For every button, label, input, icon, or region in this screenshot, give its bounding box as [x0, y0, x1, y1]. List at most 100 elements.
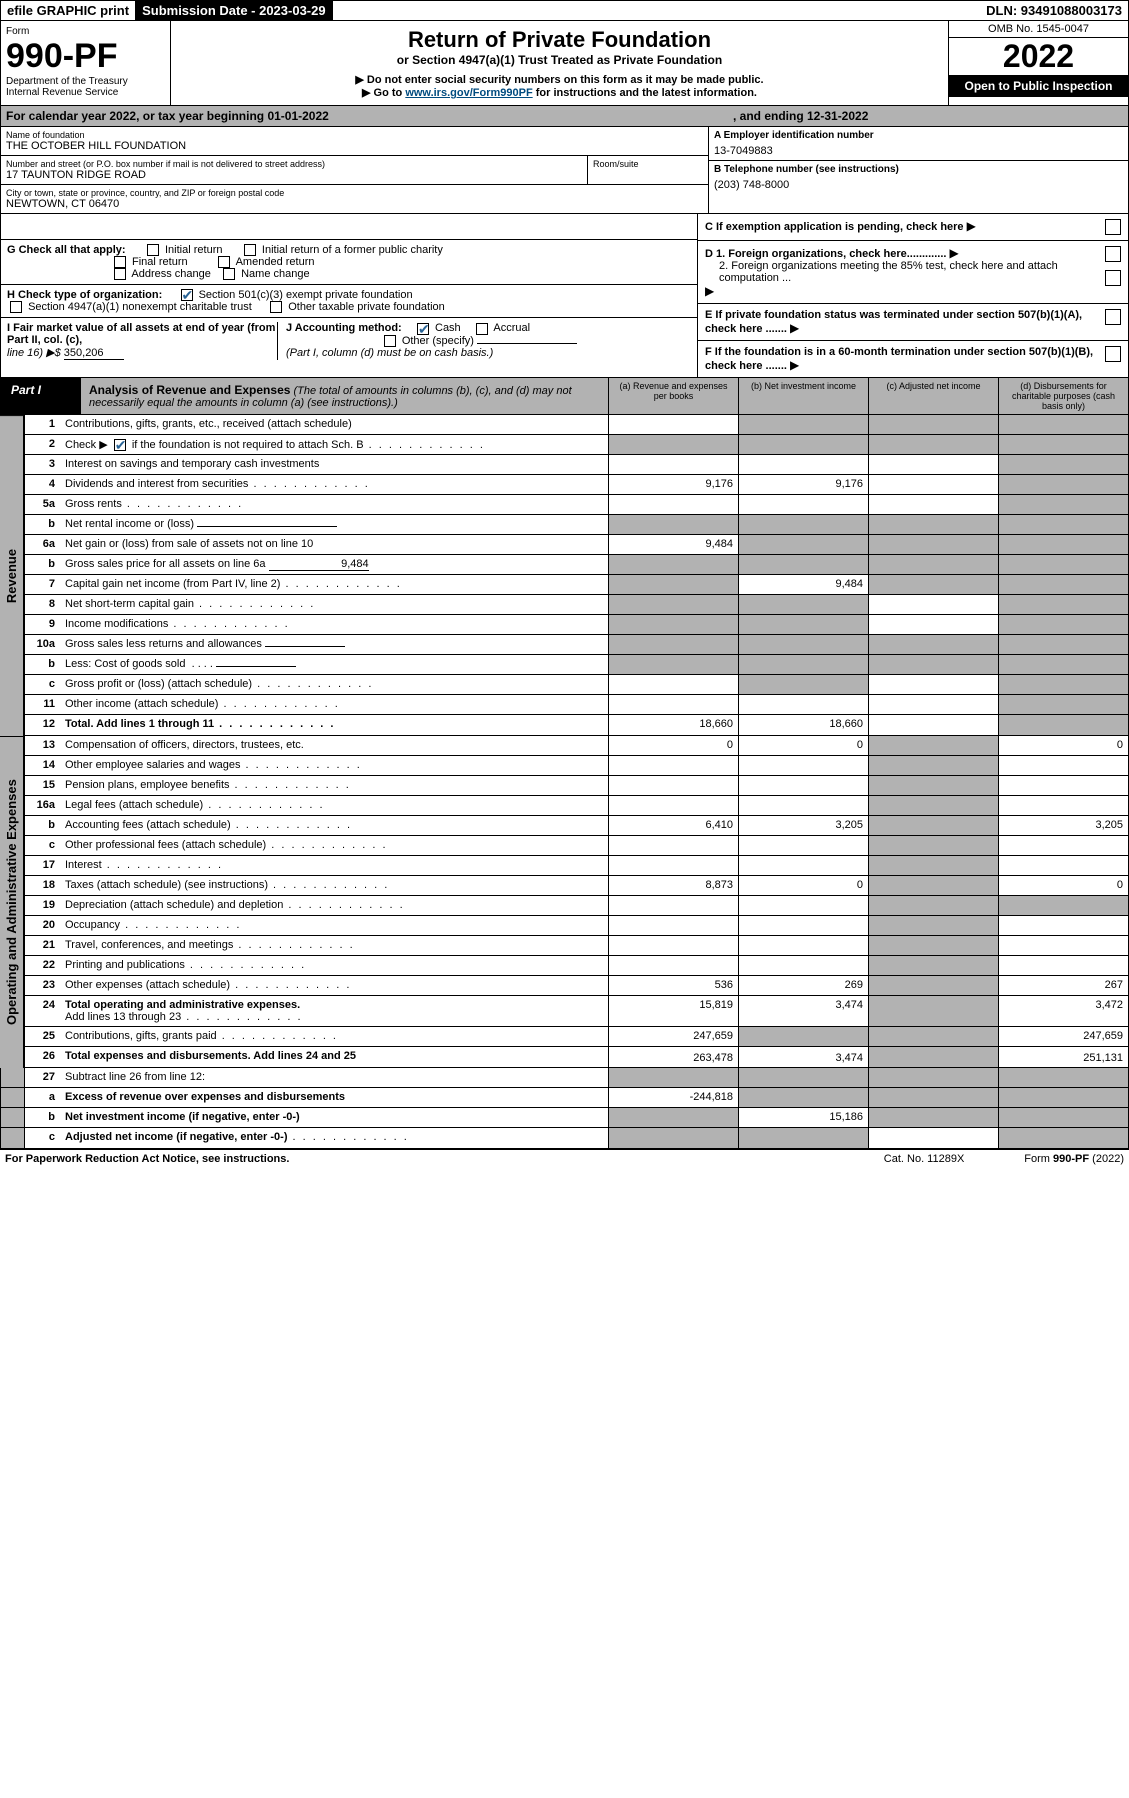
- form-link[interactable]: www.irs.gov/Form990PF: [405, 87, 532, 99]
- city-value: NEWTOWN, CT 06470: [6, 198, 703, 210]
- cb-d1[interactable]: [1105, 246, 1121, 262]
- i-label: I Fair market value of all assets at end…: [7, 322, 275, 346]
- expenses-side-label: Operating and Administrative Expenses: [0, 736, 24, 1068]
- l5b: Net rental income or (loss): [60, 515, 608, 534]
- check-right: C If exemption application is pending, c…: [698, 214, 1128, 377]
- omb: OMB No. 1545-0047: [949, 21, 1128, 38]
- cb-other-method[interactable]: [384, 335, 396, 347]
- irs: Internal Revenue Service: [6, 87, 165, 98]
- name-row: Name of foundation THE OCTOBER HILL FOUN…: [1, 127, 708, 156]
- l13-d: 0: [998, 736, 1128, 755]
- cb-address[interactable]: [114, 268, 126, 280]
- cb-other-tax[interactable]: [270, 301, 282, 313]
- g-row: G Check all that apply: Initial return I…: [1, 240, 697, 285]
- l2-pre: Check ▶: [65, 439, 108, 451]
- g-opt0: Initial return: [165, 244, 222, 256]
- addr-cell: Number and street (or P.O. box number if…: [1, 156, 588, 184]
- note2-post: for instructions and the latest informat…: [533, 87, 757, 99]
- cb-cash[interactable]: [417, 323, 429, 335]
- cb-accrual[interactable]: [476, 323, 488, 335]
- d1-label: D 1. Foreign organizations, check here..…: [705, 248, 946, 260]
- cb-c[interactable]: [1105, 219, 1121, 235]
- cb-schb[interactable]: [114, 439, 126, 451]
- footer: For Paperwork Reduction Act Notice, see …: [0, 1149, 1129, 1168]
- city-label: City or town, state or province, country…: [6, 188, 703, 198]
- l16c: Other professional fees (attach schedule…: [60, 836, 608, 855]
- l25-d: 247,659: [998, 1027, 1128, 1046]
- l13-b: 0: [738, 736, 868, 755]
- f-row: F If the foundation is in a 60-month ter…: [698, 341, 1128, 377]
- l17: Interest: [60, 856, 608, 875]
- c-label: C If exemption application is pending, c…: [705, 221, 964, 233]
- g-opt3: Amended return: [236, 256, 315, 268]
- footer-right: Form 990-PF (2022): [1024, 1153, 1124, 1165]
- cb-initial-former[interactable]: [244, 244, 256, 256]
- addr-row: Number and street (or P.O. box number if…: [1, 156, 708, 185]
- header-bar: efile GRAPHIC print Submission Date - 20…: [0, 0, 1129, 21]
- cb-name[interactable]: [223, 268, 235, 280]
- l27: Subtract line 26 from line 12:: [60, 1068, 608, 1087]
- revenue-body: 1Contributions, gifts, grants, etc., rec…: [24, 415, 1129, 736]
- cb-4947[interactable]: [10, 301, 22, 313]
- expenses-section: Operating and Administrative Expenses 13…: [0, 736, 1129, 1068]
- l11: Other income (attach schedule): [60, 695, 608, 714]
- name-label: Name of foundation: [6, 130, 703, 140]
- l12-a: 18,660: [608, 715, 738, 735]
- l18: Taxes (attach schedule) (see instruction…: [60, 876, 608, 895]
- l12: Total. Add lines 1 through 11: [60, 715, 608, 735]
- l5a: Gross rents: [60, 495, 608, 514]
- g-opt5: Name change: [241, 268, 310, 280]
- cb-501c3[interactable]: [181, 289, 193, 301]
- l1: Contributions, gifts, grants, etc., rece…: [60, 415, 608, 434]
- phone-label: B Telephone number (see instructions): [714, 164, 899, 175]
- title-block: Form 990-PF Department of the Treasury I…: [0, 21, 1129, 106]
- l6a-a: 9,484: [608, 535, 738, 554]
- e-row: E If private foundation status was termi…: [698, 304, 1128, 341]
- col-d-hdr: (d) Disbursements for charitable purpose…: [998, 378, 1128, 414]
- i-value: 350,206: [64, 347, 124, 360]
- l25: Contributions, gifts, grants paid: [60, 1027, 608, 1046]
- cb-final[interactable]: [114, 256, 126, 268]
- ein-label: A Employer identification number: [714, 130, 874, 141]
- submission-date: Submission Date - 2023-03-29: [136, 1, 333, 20]
- title-sub: or Section 4947(a)(1) Trust Treated as P…: [191, 53, 928, 67]
- g-label: G Check all that apply:: [7, 244, 126, 256]
- l18-a: 8,873: [608, 876, 738, 895]
- l24-b: 3,474: [738, 996, 868, 1026]
- l16a: Legal fees (attach schedule): [60, 796, 608, 815]
- l23-b: 269: [738, 976, 868, 995]
- info-grid: Name of foundation THE OCTOBER HILL FOUN…: [0, 127, 1129, 214]
- l27b: Net investment income (if negative, ente…: [60, 1108, 608, 1127]
- form-number: 990-PF: [6, 37, 165, 76]
- l22: Printing and publications: [60, 956, 608, 975]
- cb-initial[interactable]: [147, 244, 159, 256]
- open-inspection: Open to Public Inspection: [949, 75, 1128, 97]
- cb-e[interactable]: [1105, 309, 1121, 325]
- phone-row: B Telephone number (see instructions) (2…: [709, 161, 1128, 194]
- ein-value: 13-7049883: [714, 145, 1123, 157]
- line27-section: 27Subtract line 26 from line 12: aExcess…: [0, 1068, 1129, 1149]
- l18-b: 0: [738, 876, 868, 895]
- l23-d: 267: [998, 976, 1128, 995]
- calendar-year-row: For calendar year 2022, or tax year begi…: [0, 106, 1129, 127]
- l2: Check ▶ if the foundation is not require…: [60, 435, 608, 454]
- cb-d2[interactable]: [1105, 270, 1121, 286]
- l10c: Gross profit or (loss) (attach schedule): [60, 675, 608, 694]
- j-accrual: Accrual: [493, 322, 530, 334]
- l27a-a: -244,818: [608, 1088, 738, 1107]
- page: efile GRAPHIC print Submission Date - 20…: [0, 0, 1129, 1168]
- d2-label: 2. Foreign organizations meeting the 85%…: [705, 260, 1097, 284]
- l20: Occupancy: [60, 916, 608, 935]
- l14: Other employee salaries and wages: [60, 756, 608, 775]
- l4-a: 9,176: [608, 475, 738, 494]
- l23-a: 536: [608, 976, 738, 995]
- cb-amended[interactable]: [218, 256, 230, 268]
- l18-d: 0: [998, 876, 1128, 895]
- l9: Income modifications: [60, 615, 608, 634]
- l2-post: if the foundation is not required to att…: [132, 439, 364, 451]
- title-right: OMB No. 1545-0047 2022 Open to Public In…: [948, 21, 1128, 105]
- l13: Compensation of officers, directors, tru…: [60, 736, 608, 755]
- cb-f[interactable]: [1105, 346, 1121, 362]
- l27a: Excess of revenue over expenses and disb…: [60, 1088, 608, 1107]
- note2-pre: ▶ Go to: [362, 87, 405, 99]
